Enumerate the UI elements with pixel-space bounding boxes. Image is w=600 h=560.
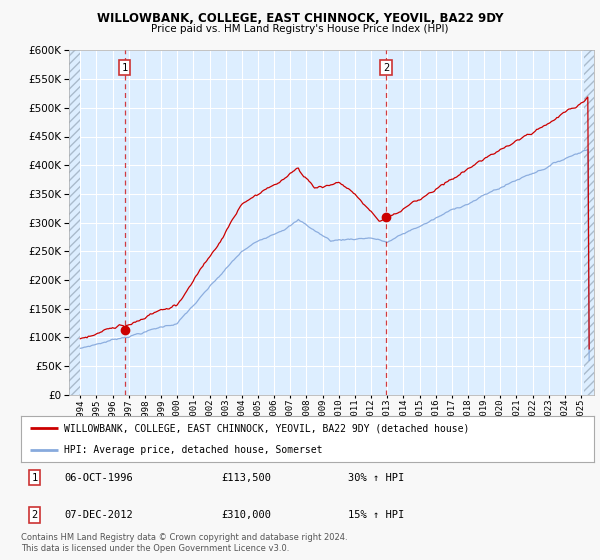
Text: Price paid vs. HM Land Registry's House Price Index (HPI): Price paid vs. HM Land Registry's House … [151,24,449,34]
Text: Contains HM Land Registry data © Crown copyright and database right 2024.
This d: Contains HM Land Registry data © Crown c… [21,533,347,553]
Text: 2: 2 [31,510,38,520]
Text: 07-DEC-2012: 07-DEC-2012 [64,510,133,520]
Text: £310,000: £310,000 [221,510,272,520]
Text: WILLOWBANK, COLLEGE, EAST CHINNOCK, YEOVIL, BA22 9DY (detached house): WILLOWBANK, COLLEGE, EAST CHINNOCK, YEOV… [64,423,469,433]
Bar [69,50,80,395]
Text: 30% ↑ HPI: 30% ↑ HPI [347,473,404,483]
Text: WILLOWBANK, COLLEGE, EAST CHINNOCK, YEOVIL, BA22 9DY: WILLOWBANK, COLLEGE, EAST CHINNOCK, YEOV… [97,12,503,25]
Text: £113,500: £113,500 [221,473,272,483]
Text: 1: 1 [31,473,38,483]
Text: 06-OCT-1996: 06-OCT-1996 [64,473,133,483]
Text: 1: 1 [122,63,128,73]
Bar [584,50,596,395]
Text: 15% ↑ HPI: 15% ↑ HPI [347,510,404,520]
Text: 2: 2 [383,63,389,73]
Text: HPI: Average price, detached house, Somerset: HPI: Average price, detached house, Some… [64,445,322,455]
